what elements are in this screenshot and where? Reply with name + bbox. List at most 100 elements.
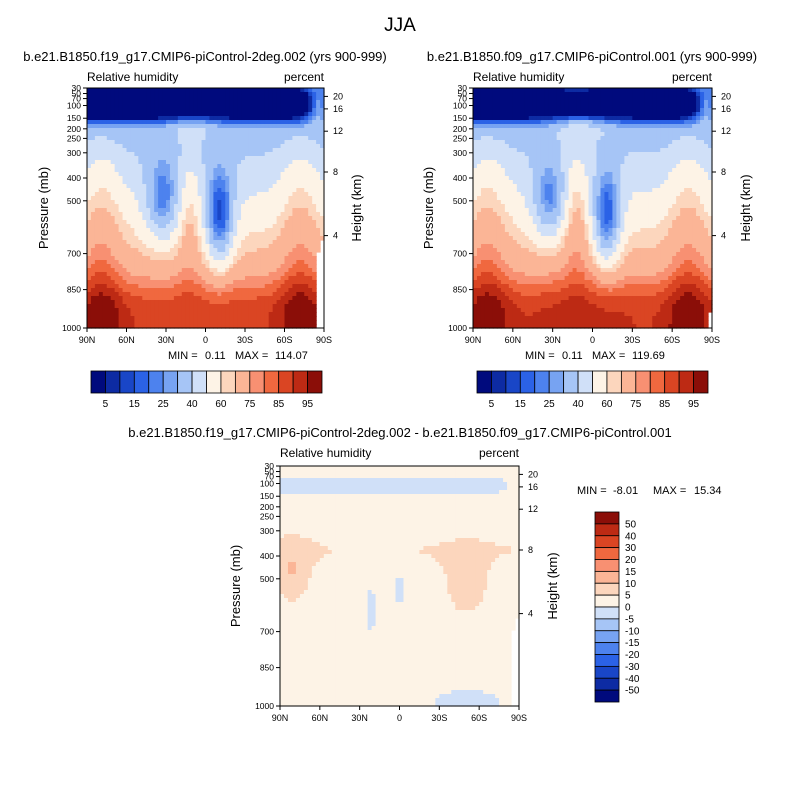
heatmap-cell — [173, 248, 179, 253]
heatmap-cell — [118, 140, 124, 145]
heatmap-cell — [209, 208, 214, 213]
heatmap-cell — [177, 124, 183, 129]
heatmap-cell — [205, 108, 211, 113]
heatmap-cell — [492, 96, 498, 101]
heatmap-cell — [308, 136, 313, 141]
heatmap-cell — [296, 116, 301, 121]
heatmap-cell — [201, 120, 207, 125]
heatmap-cell — [209, 136, 214, 141]
heatmap-cell — [241, 140, 246, 145]
heatmap-cell — [201, 300, 207, 305]
heatmap-cell — [114, 288, 120, 293]
heatmap-cell — [241, 100, 246, 105]
heatmap-cell — [201, 276, 207, 281]
heatmap-cell — [166, 196, 171, 201]
heatmap-cell — [114, 100, 120, 105]
heatmap-cell — [316, 248, 321, 253]
heatmap-cell — [668, 144, 673, 149]
heatmap-cell — [504, 120, 510, 125]
heatmap-cell — [284, 264, 290, 269]
heatmap-cell — [248, 308, 254, 313]
heatmap-cell — [197, 288, 203, 293]
heatmap-cell — [189, 156, 195, 161]
heatmap-cell — [312, 204, 317, 209]
heatmap-cell — [604, 136, 610, 141]
heatmap-cell — [118, 148, 124, 153]
heatmap-cell — [492, 176, 498, 181]
heatmap-cell — [185, 296, 191, 301]
heatmap-cell — [292, 180, 297, 185]
y-tick-label: 300 — [67, 148, 81, 158]
heatmap-cell — [248, 188, 254, 193]
heatmap-cell — [308, 172, 313, 177]
heatmap-cell — [536, 88, 542, 93]
heatmap-cell — [169, 172, 175, 177]
heatmap-cell — [87, 276, 92, 281]
heatmap-cell — [94, 152, 100, 157]
heatmap-cell — [296, 324, 301, 329]
heatmap-cell — [292, 112, 297, 117]
heatmap-cell — [237, 288, 242, 293]
heatmap-cell — [114, 184, 120, 189]
panel-2-title: b.e21.B1850.f09_g17.CMIP6-piControl.001 … — [427, 49, 757, 64]
heatmap-cell — [221, 160, 226, 165]
heatmap-cell — [260, 204, 266, 209]
heatmap-cell — [292, 88, 297, 93]
heatmap-cell — [106, 212, 112, 217]
heatmap-cell — [672, 144, 677, 149]
heatmap-cell — [536, 168, 542, 173]
heatmap-cell — [122, 268, 128, 273]
heatmap-cell — [268, 240, 274, 245]
heatmap-cell — [644, 116, 649, 121]
heatmap-cell — [540, 120, 546, 125]
heatmap-cell — [492, 144, 498, 149]
heatmap-cell — [102, 196, 108, 201]
heatmap-cell — [134, 100, 139, 105]
heatmap-cell — [90, 224, 96, 229]
heatmap-cell — [217, 196, 222, 201]
heatmap-cell — [568, 88, 574, 93]
heatmap-cell — [616, 160, 621, 165]
heatmap-cell — [524, 128, 530, 133]
heatmap-cell — [664, 124, 669, 129]
heatmap-cell — [221, 108, 226, 113]
heatmap-cell — [94, 212, 100, 217]
heatmap-cell — [500, 168, 506, 173]
heatmap-cell — [696, 120, 701, 125]
heatmap-cell — [166, 284, 171, 289]
heatmap-cell — [508, 160, 514, 165]
heatmap-cell — [276, 116, 282, 121]
heatmap-cell — [146, 184, 151, 189]
heatmap-cell — [209, 224, 214, 229]
heatmap-cell — [185, 140, 191, 145]
heatmap-cell — [138, 96, 143, 101]
heatmap-cell — [126, 300, 132, 305]
heatmap-cell — [520, 168, 526, 173]
heatmap-cell — [169, 132, 175, 137]
heatmap-cell — [584, 128, 590, 133]
heatmap-cell — [118, 160, 124, 165]
heatmap-cell — [245, 240, 250, 245]
x-tick-label: 60N — [118, 335, 135, 345]
heatmap-cell — [568, 176, 574, 181]
y-tick-label: 150 — [67, 113, 81, 123]
heatmap-cell — [248, 148, 254, 153]
heatmap-cell — [312, 224, 317, 229]
heatmap-cell — [185, 228, 191, 233]
heatmap-cell — [316, 104, 321, 109]
heatmap-cell — [580, 120, 586, 125]
heatmap-cell — [296, 276, 301, 281]
heatmap-cell — [292, 160, 297, 165]
heatmap-cell — [118, 316, 124, 321]
heatmap-cell — [288, 112, 293, 117]
heatmap-cell — [150, 304, 155, 309]
heatmap-cell — [189, 192, 195, 197]
heatmap-cell — [90, 300, 96, 305]
heatmap-cell — [87, 196, 92, 201]
heatmap-cell — [213, 324, 218, 329]
heatmap-cell — [696, 160, 701, 165]
heatmap-cell — [248, 320, 254, 325]
heatmap-cell — [572, 160, 578, 165]
heatmap-cell — [256, 164, 262, 169]
heatmap-cell — [185, 220, 191, 225]
